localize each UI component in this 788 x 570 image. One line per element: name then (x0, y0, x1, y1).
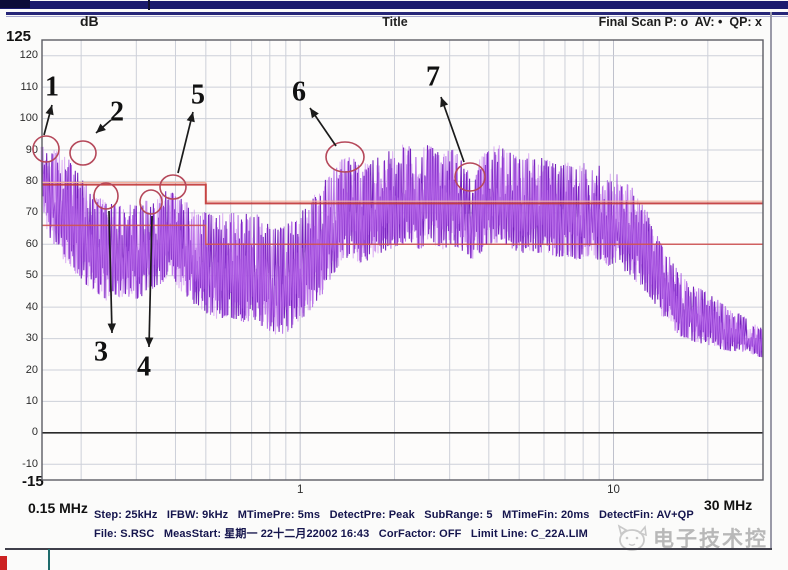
watermark: 电子技术控 (616, 523, 768, 553)
status-line-1: Step: 25kHz IFBW: 9kHz MTimePre: 5ms Det… (94, 509, 694, 521)
header-rule-light (6, 16, 788, 17)
bottom-border (5, 548, 772, 550)
annotation-arrowhead (186, 112, 195, 123)
annotation-arrowhead (145, 337, 154, 347)
window-right-border (770, 12, 772, 550)
status-line-2: File: S.RSC MeasStart: 星期一 22十二月22002 16… (94, 528, 588, 540)
corner-red-mark (0, 556, 7, 570)
annotation-label: 5 (191, 80, 205, 111)
annotation-circle (159, 174, 187, 200)
y-axis-unit-label: dB (80, 13, 99, 29)
x-axis-start-label: 0.15 MHz (28, 500, 88, 516)
annotations: 1 2 3 4 5 6 7 (32, 62, 486, 383)
y-tick-label: 40 (25, 300, 38, 313)
cat-logo-icon (617, 524, 647, 551)
y-axis-max-label: 125 (6, 28, 32, 45)
emission-trace (40, 144, 764, 358)
annotation-label: 1 (45, 72, 59, 103)
y-axis-min-label: -15 (22, 473, 44, 490)
annotation-arrowhead (440, 97, 449, 108)
annotation-arrowhead (45, 105, 54, 116)
y-tick-label: 70 (25, 206, 38, 219)
limit-line (42, 224, 763, 246)
y-tick-label: 110 (20, 80, 38, 93)
annotation-circle (325, 141, 365, 173)
titlebar-corner (0, 0, 30, 8)
detector-legend: Final Scan P: o AV: • QP: x (598, 15, 762, 29)
annotation-arrow (177, 111, 194, 174)
x-tick-label: 10 (607, 484, 620, 496)
header-rule (6, 12, 788, 15)
x-tick-label: 1 (296, 484, 304, 496)
titlebar-divider (148, 0, 150, 10)
x-axis-stop-label: 30 MHz (704, 497, 753, 513)
y-tick-label: 10 (25, 394, 38, 407)
annotation-arrow (108, 210, 113, 334)
annotation-circle (93, 182, 119, 210)
y-tick-label: 50 (25, 269, 38, 282)
y-tick-label: 20 (25, 363, 38, 376)
annotation-label: 4 (137, 352, 151, 383)
annotation-circle (32, 135, 60, 163)
annotation-label: 6 (292, 77, 306, 108)
annotation-arrow (148, 215, 153, 348)
annotation-circle (139, 189, 163, 215)
y-tick-label: 30 (25, 332, 38, 345)
y-tick-label: 100 (19, 112, 38, 125)
y-tick-label: 90 (25, 143, 38, 156)
annotation-circle (69, 140, 97, 166)
annotation-arrowhead (107, 323, 116, 333)
titlebar-bar (0, 1, 788, 9)
plot-frame (41, 39, 764, 481)
annotation-arrowhead (310, 108, 319, 119)
limit-lines (42, 181, 763, 246)
annotation-label: 7 (426, 62, 440, 93)
watermark-text: 电子技术控 (653, 528, 768, 551)
y-tick-label: 80 (25, 174, 38, 187)
annotation-label: 2 (110, 97, 124, 128)
limit-line (42, 183, 763, 205)
annotation-arrowhead (96, 123, 106, 133)
y-tick-label: -10 (22, 457, 38, 470)
y-tick-label: 60 (25, 237, 38, 250)
annotation-arrow (440, 96, 465, 163)
chart-title: Title (382, 15, 408, 29)
annotation-label: 3 (94, 337, 108, 368)
vertical-mark (48, 549, 50, 570)
y-tick-label: 120 (19, 49, 38, 62)
y-tick-label: 0 (31, 426, 38, 439)
annotation-circle (454, 162, 486, 192)
